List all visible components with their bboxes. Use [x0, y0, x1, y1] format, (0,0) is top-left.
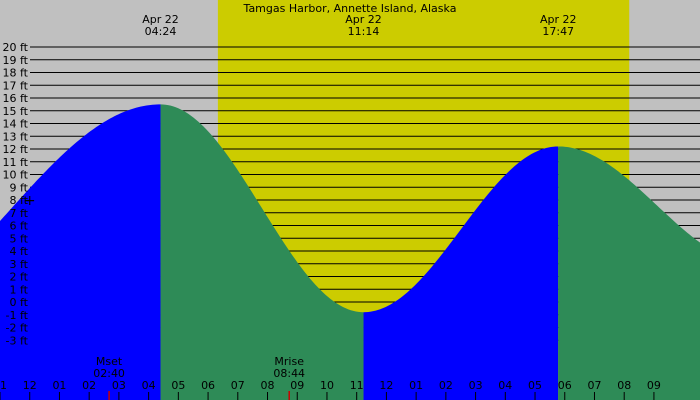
- moon-event-time: 02:40: [93, 367, 125, 380]
- y-tick-label: 7 ft: [10, 207, 29, 220]
- y-tick-label: -1 ft: [6, 309, 29, 322]
- x-tick-label: 12: [379, 379, 393, 392]
- rising-tide-area: [0, 104, 161, 400]
- x-tick-label: 11: [0, 379, 7, 392]
- x-tick-label: 05: [171, 379, 185, 392]
- x-axis-labels: 11 12 01 02 03 04 05 06 07 08 09 10 11 12 01 02 03 04 05 06…: [0, 379, 661, 400]
- extreme-time-label: 17:47: [542, 25, 574, 38]
- x-tick-label: 04: [142, 379, 156, 392]
- y-tick-label: 5 ft: [10, 232, 29, 245]
- x-tick-label: 01: [409, 379, 423, 392]
- tide-areas: [0, 104, 700, 400]
- marker-plus: +: [24, 193, 36, 209]
- chart-title: Tamgas Harbor, Annette Island, Alaska: [243, 2, 457, 15]
- x-tick-label: 04: [498, 379, 512, 392]
- moon-event-time: 08:44: [273, 367, 305, 380]
- y-tick-label: 15 ft: [3, 105, 29, 118]
- x-tick-label: 06: [558, 379, 572, 392]
- y-tick-label: 9 ft: [10, 181, 29, 194]
- y-tick-label: 13 ft: [3, 130, 29, 143]
- rising-tide-area: [363, 146, 559, 400]
- extreme-time-label: 11:14: [348, 25, 380, 38]
- moon-event-name: Mset: [96, 355, 123, 368]
- y-tick-label: -3 ft: [6, 334, 29, 347]
- x-tick-label: 03: [112, 379, 126, 392]
- x-tick-label: 02: [439, 379, 453, 392]
- extreme-date-label: Apr 22: [142, 13, 179, 26]
- y-tick-label: -2 ft: [6, 322, 29, 335]
- x-tick-label: 07: [231, 379, 245, 392]
- x-tick-label: 06: [201, 379, 215, 392]
- extreme-date-label: Apr 22: [540, 13, 577, 26]
- y-tick-label: 10 ft: [3, 169, 29, 182]
- x-tick-label: 05: [528, 379, 542, 392]
- y-tick-label: 8 ft: [10, 194, 29, 207]
- x-tick-label: 02: [82, 379, 96, 392]
- y-tick-label: 0 ft: [10, 296, 29, 309]
- moon-event-name: Mrise: [274, 355, 304, 368]
- x-tick-label: 09: [647, 379, 661, 392]
- y-tick-label: 2 ft: [10, 271, 29, 284]
- y-tick-label: 3 ft: [10, 258, 29, 271]
- x-tick-label: 09: [290, 379, 304, 392]
- x-tick-label: 12: [23, 379, 37, 392]
- y-tick-label: 18 ft: [3, 67, 29, 80]
- falling-tide-area: [160, 104, 364, 400]
- y-tick-label: 12 ft: [3, 143, 29, 156]
- extreme-time-label: 04:24: [145, 25, 177, 38]
- y-tick-label: 19 ft: [3, 54, 29, 67]
- y-tick-label: 6 ft: [10, 220, 29, 233]
- y-tick-label: 20 ft: [3, 41, 29, 54]
- y-tick-label: 17 ft: [3, 79, 29, 92]
- y-tick-label: 14 ft: [3, 118, 29, 131]
- x-tick-label: 08: [261, 379, 275, 392]
- y-tick-label: 16 ft: [3, 92, 29, 105]
- x-tick-label: 07: [587, 379, 601, 392]
- x-tick-label: 10: [320, 379, 334, 392]
- y-tick-label: 4 ft: [10, 245, 29, 258]
- extreme-date-label: Apr 22: [345, 13, 382, 26]
- y-tick-label: 1 ft: [10, 283, 29, 296]
- falling-tide-area: [558, 146, 700, 400]
- x-tick-label: 03: [469, 379, 483, 392]
- y-tick-label: 11 ft: [3, 156, 29, 169]
- x-tick-label: 08: [617, 379, 631, 392]
- x-tick-label: 01: [52, 379, 66, 392]
- x-tick-label: 11: [350, 379, 364, 392]
